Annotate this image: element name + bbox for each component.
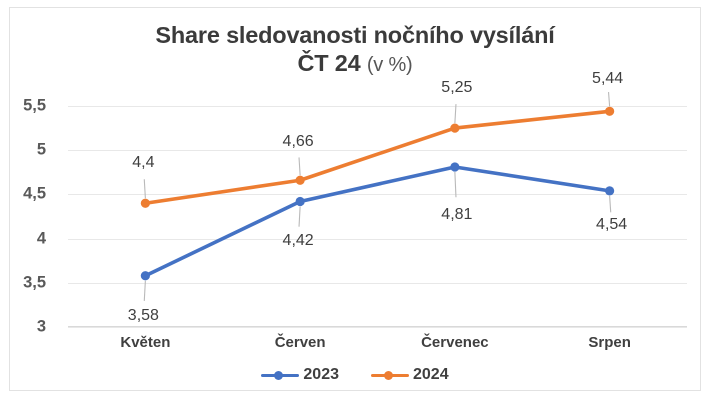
chart-title-line-2: ČT 24 (v %) [10,50,700,78]
legend-item-2024[interactable]: 2024 [371,366,449,384]
data-label: 5,25 [441,79,473,97]
x-axis-tick-label: Květen [120,334,171,351]
legend-label: 2024 [413,366,449,383]
gridline [68,327,687,328]
data-label: 4,66 [282,133,314,151]
y-axis-tick-label: 3,5 [23,273,46,292]
x-axis-tick-label: Červen [274,334,326,351]
chart-title-line-1: Share sledovanosti nočního vysílání [155,22,555,48]
chart-title-channel: ČT 24 [297,49,361,76]
plot-area [68,106,687,328]
data-label: 4,4 [132,154,155,172]
x-axis-tick-label: Červenec [421,334,489,351]
gridline [68,150,687,152]
chart-legend: 2023 2024 [10,366,700,384]
legend-dot [274,370,284,380]
y-axis-tick-label: 5 [36,140,46,159]
legend-item-2023[interactable]: 2023 [261,366,339,384]
gridline [68,106,687,107]
y-axis-tick-label: 4,5 [23,184,46,203]
leader-line [607,92,611,107]
y-axis-tick-label: 4 [36,229,46,248]
data-label: 4,81 [441,205,473,223]
data-label: 5,44 [592,70,624,88]
data-label: 3,58 [127,306,159,324]
x-axis-tick-label: Srpen [588,334,631,351]
y-axis-tick-label: 3 [36,317,46,336]
data-label: 4,54 [596,215,628,233]
gridline [68,282,687,284]
category-axis-line [68,326,687,327]
chart-title: Share sledovanosti nočního vysílání ČT 2… [10,22,700,77]
gridline [68,238,687,240]
legend-marker-icon [371,369,409,381]
data-label: 4,42 [282,232,314,250]
y-axis-tick-label: 5,5 [23,96,46,115]
gridline [68,194,687,196]
chart-title-unit: (v %) [366,53,413,76]
legend-marker-icon [261,369,300,381]
chart-container: Share sledovanosti nočního vysílání ČT 2… [9,7,701,391]
legend-label: 2023 [303,366,339,383]
legend-dot [384,370,393,380]
